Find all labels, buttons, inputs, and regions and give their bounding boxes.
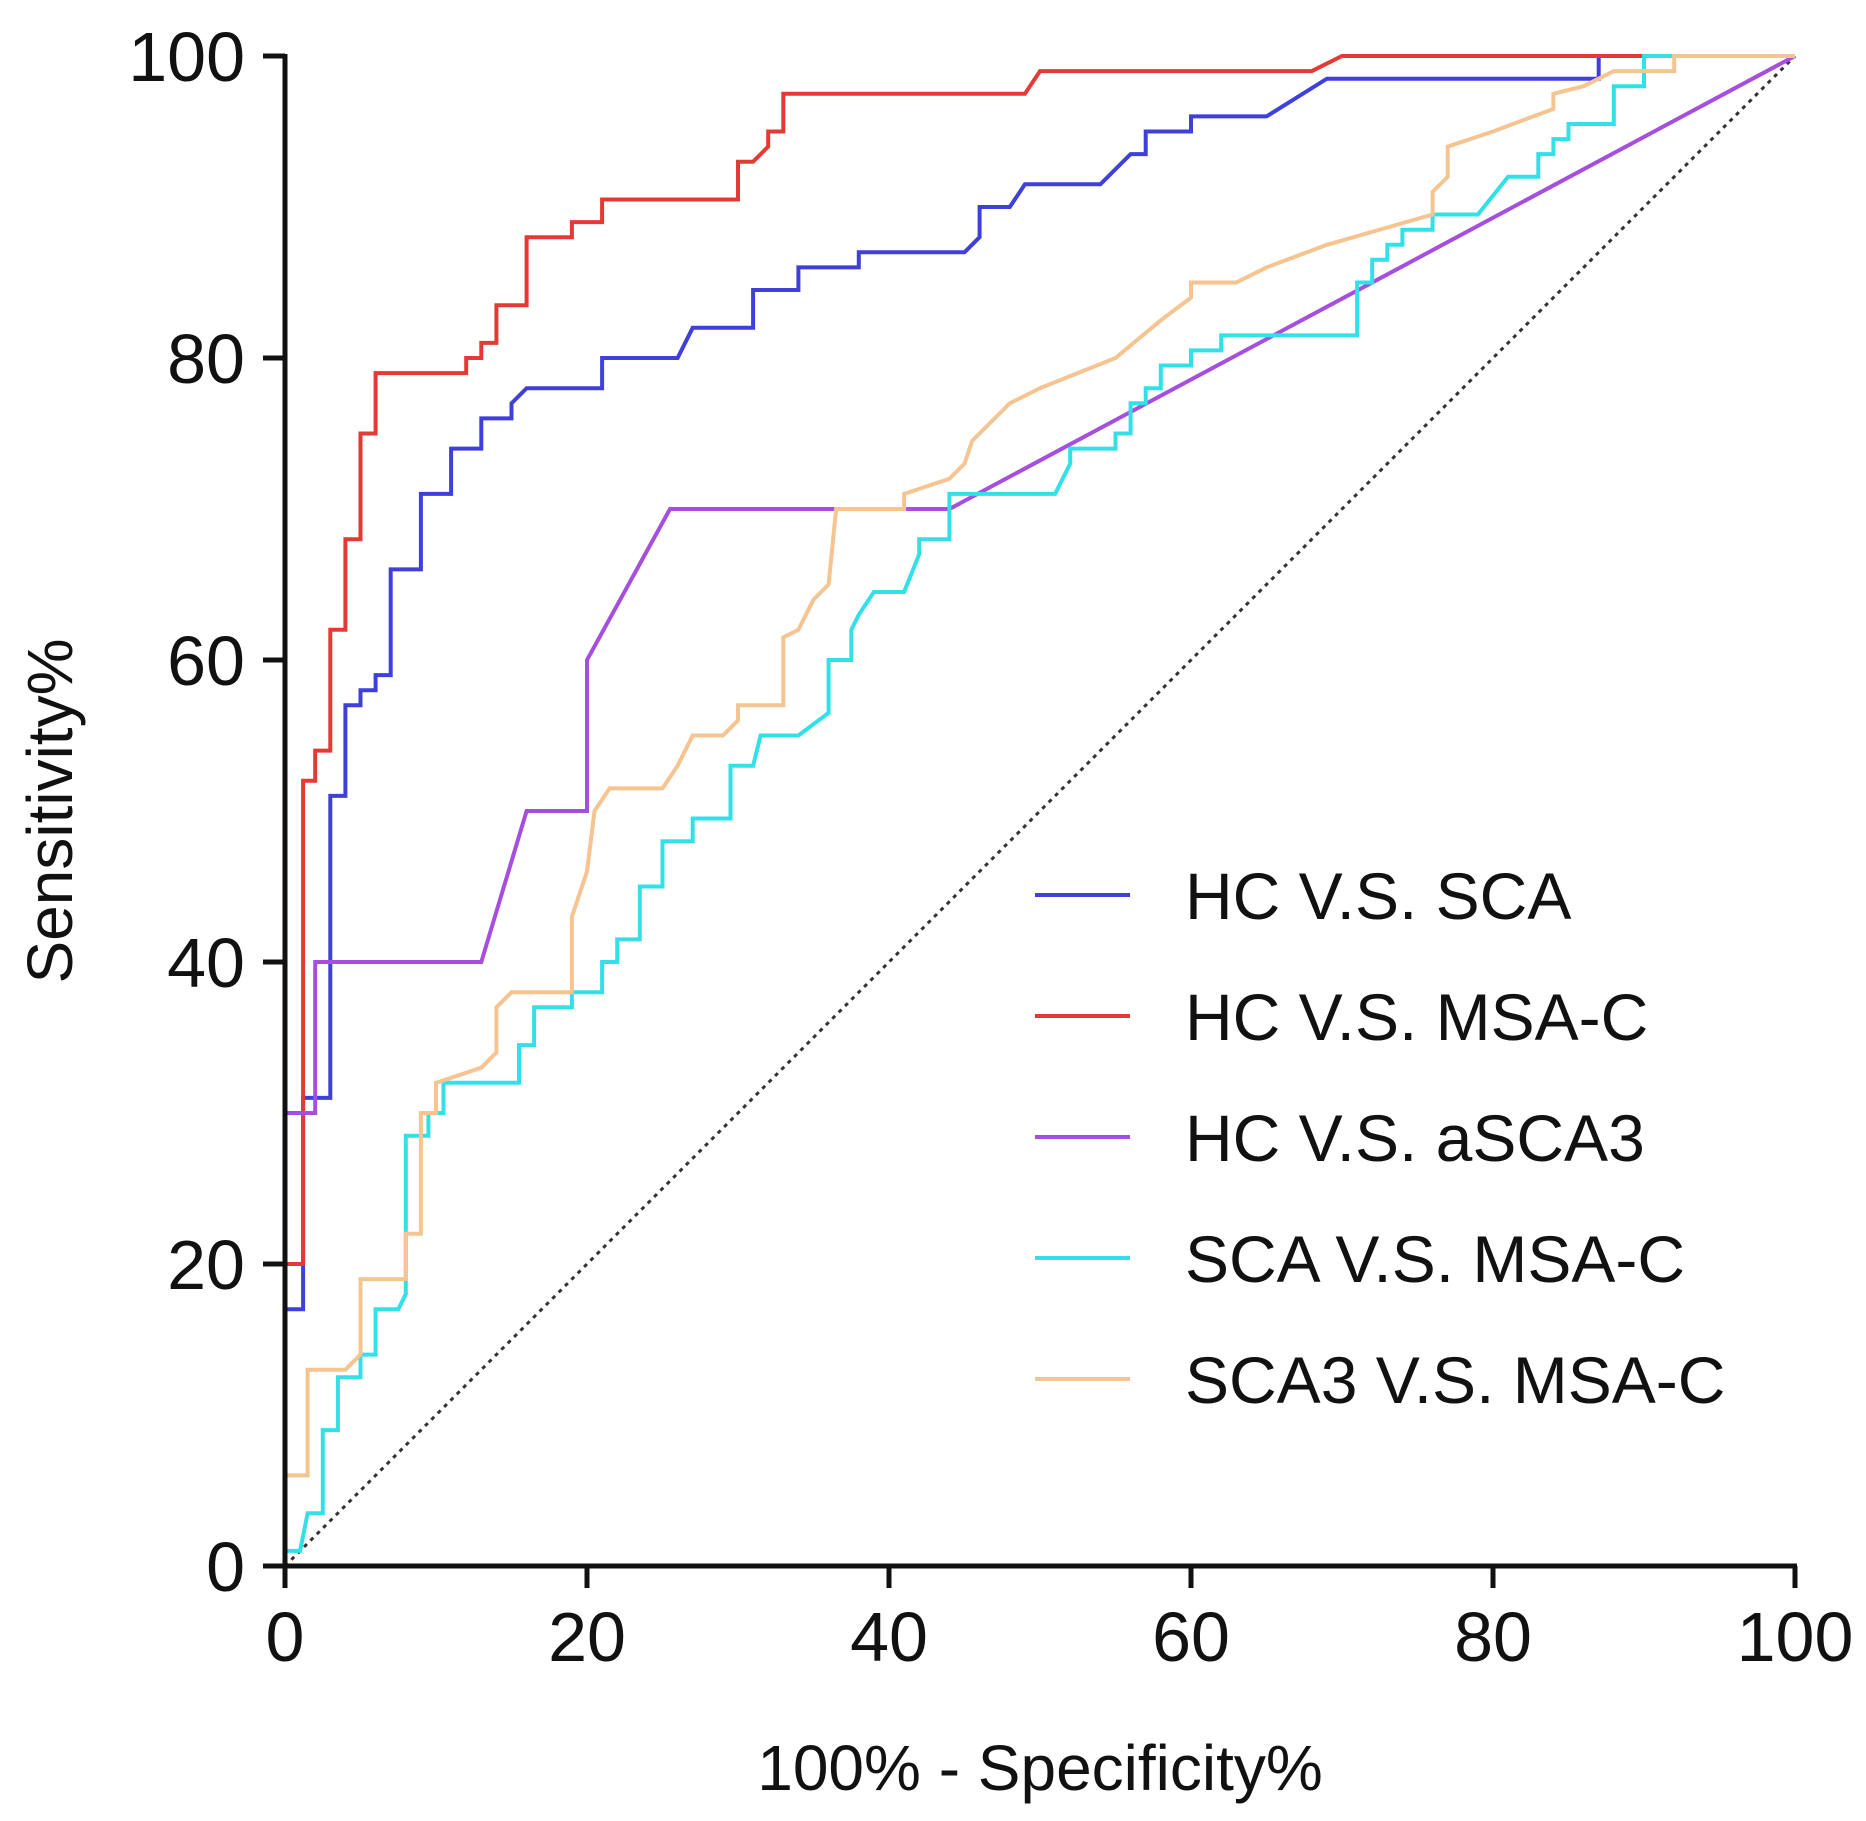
series-line-2 <box>283 54 1796 1566</box>
x-tick-label: 60 <box>1152 1598 1230 1676</box>
y-tick-label: 80 <box>167 320 245 398</box>
reference-diagonal <box>283 54 1797 1568</box>
x-axis-title: 100% - Specificity% <box>757 1732 1323 1804</box>
series-line-4 <box>283 54 1795 1566</box>
x-tick-label: 80 <box>1454 1598 1532 1676</box>
x-tick-label: 0 <box>266 1598 305 1676</box>
x-tick-label: 40 <box>850 1598 928 1676</box>
legend-label-1: HC V.S. MSA-C <box>1185 980 1648 1054</box>
legend-label-2: HC V.S. aSCA3 <box>1185 1101 1645 1175</box>
x-tick-label: 20 <box>548 1598 626 1676</box>
legend-label-3: SCA V.S. MSA-C <box>1185 1222 1685 1296</box>
x-axis-ticks: 0 20 40 60 80 100 <box>266 1566 1854 1676</box>
legend-label-0: HC V.S. SCA <box>1185 859 1571 933</box>
y-tick-label: 60 <box>167 622 245 700</box>
reference-line <box>283 54 1797 1568</box>
x-tick-label: 100 <box>1737 1598 1854 1676</box>
series-layer <box>283 54 1796 1566</box>
series-line-0 <box>283 54 1795 1566</box>
y-axis-title: Sensitivity% <box>14 639 86 984</box>
series-line-1 <box>283 54 1795 1566</box>
y-axis-ticks: 0 20 40 60 80 100 <box>128 18 285 1606</box>
series-line-3 <box>283 54 1795 1566</box>
y-tick-label: 100 <box>128 18 245 96</box>
legend-label-4: SCA3 V.S. MSA-C <box>1185 1343 1725 1417</box>
legend: HC V.S. SCA HC V.S. MSA-C HC V.S. aSCA3 SCA… <box>1035 859 1725 1417</box>
y-tick-label: 20 <box>167 1226 245 1304</box>
axes <box>282 54 1797 1569</box>
y-tick-label: 0 <box>206 1528 245 1606</box>
y-tick-label: 40 <box>167 924 245 1002</box>
